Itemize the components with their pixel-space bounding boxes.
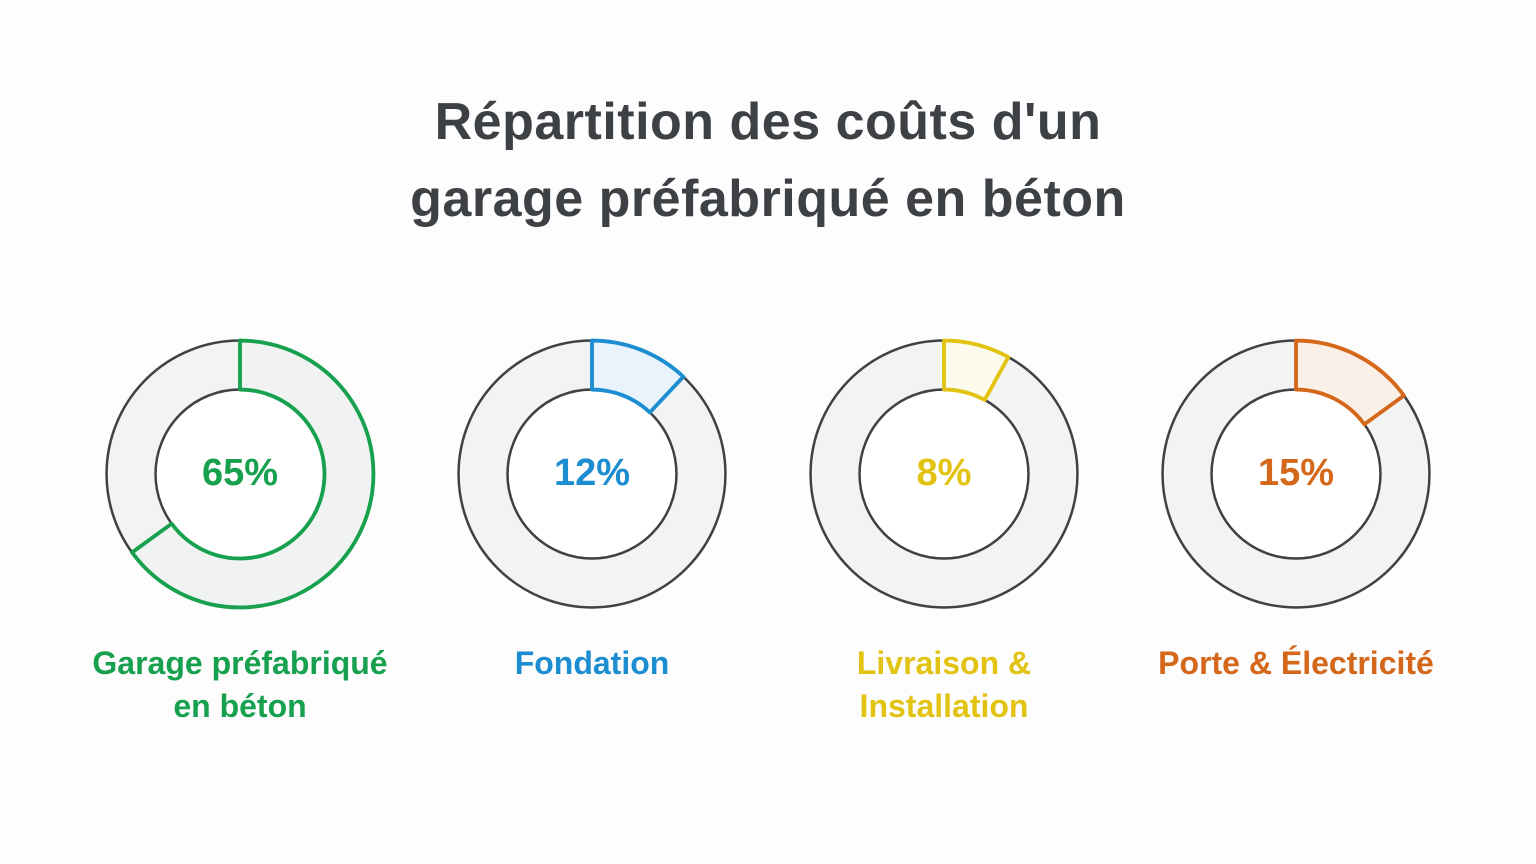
donut-charts-row: 65% Garage préfabriqué en béton 12% Fond… (0, 330, 1536, 728)
donut-chart-fondation: 12% (448, 330, 736, 618)
page-title-line2: garage préfabriqué en béton (410, 169, 1126, 228)
donut-card-livraison: 8% Livraison & Installation (796, 330, 1092, 728)
donut-svg (809, 338, 1079, 609)
donut-label-fondation: Fondation (514, 644, 670, 681)
donut-chart-garage: 65% (96, 330, 384, 618)
donut-label-garage: Garage préfabriqué en béton (92, 644, 388, 725)
donut-segment (1294, 338, 1406, 427)
donut-chart-porte: 15% (1152, 330, 1440, 618)
page-title: Répartition des coûts d'un garage préfab… (0, 0, 1536, 238)
donut-svg (1161, 338, 1431, 609)
donut-label-porte: Porte & Électricité (1158, 644, 1434, 681)
donut-segment (942, 338, 1011, 402)
donut-segment (590, 338, 686, 415)
donut-segment (130, 338, 376, 610)
donut-svg (457, 338, 727, 609)
donut-svg (105, 338, 376, 610)
donut-card-fondation: 12% Fondation (444, 330, 740, 685)
donut-label-livraison: Livraison & Installation (856, 644, 1032, 725)
donut-card-garage: 65% Garage préfabriqué en béton (92, 330, 388, 728)
page-title-line1: Répartition des coûts d'un (434, 93, 1102, 151)
donut-chart-livraison: 8% (800, 330, 1088, 618)
donut-card-porte: 15% Porte & Électricité (1148, 330, 1444, 685)
